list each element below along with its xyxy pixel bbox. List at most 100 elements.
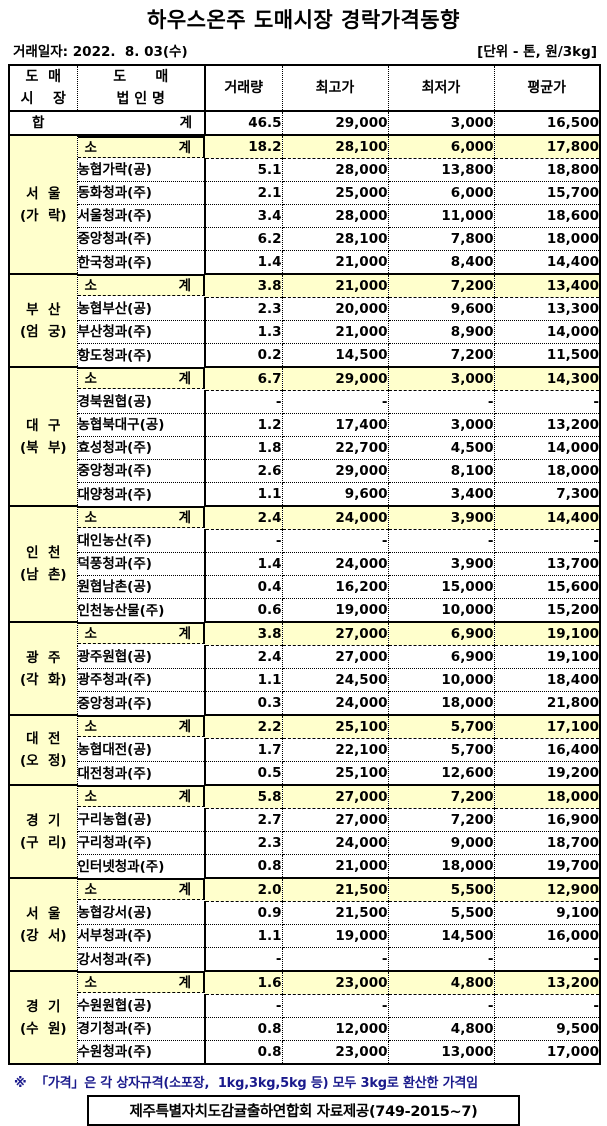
corporation-name: 효성청과(주) bbox=[77, 436, 206, 460]
cell-high: 21,000 bbox=[282, 854, 389, 878]
cell-low: 14,500 bbox=[388, 924, 495, 948]
subtotal-avg: 19,100 bbox=[494, 621, 600, 646]
cell-low: 3,900 bbox=[388, 552, 495, 576]
market-name-cell: 대 전 (오 정) bbox=[9, 714, 78, 786]
cell-avg: 18,800 bbox=[494, 158, 600, 182]
cell-low: 12,600 bbox=[388, 761, 495, 785]
corporation-name: 농협북대구(공) bbox=[77, 413, 206, 437]
cell-avg: 13,700 bbox=[494, 552, 600, 576]
corporation-name: 원협남촌(공) bbox=[77, 575, 206, 599]
grand-total-high: 29,000 bbox=[282, 111, 389, 136]
table-row: 덕풍청과(주) 1.4 24,000 3,900 13,700 bbox=[9, 552, 600, 576]
cell-low: 10,000 bbox=[388, 668, 495, 692]
table-row: 중앙청과(주) 0.3 24,000 18,000 21,800 bbox=[9, 691, 600, 715]
table-row: 부산청과(주) 1.3 21,000 8,900 14,000 bbox=[9, 320, 600, 344]
subtotal-high: 24,000 bbox=[282, 505, 389, 530]
corporation-name: 인천농산물(주) bbox=[77, 598, 206, 622]
subtotal-low: 4,800 bbox=[388, 970, 495, 995]
cell-volume: 1.7 bbox=[205, 738, 283, 762]
column-header-volume: 거래량 bbox=[205, 64, 283, 112]
subtotal-low: 6,000 bbox=[388, 134, 495, 159]
cell-volume: 2.6 bbox=[205, 459, 283, 483]
cell-avg: 19,700 bbox=[546, 858, 599, 874]
cell-avg: - bbox=[494, 390, 600, 414]
cell-high: 24,500 bbox=[282, 668, 389, 692]
cell-low: - bbox=[388, 947, 495, 971]
grand-total-label-left: 합 bbox=[9, 111, 77, 136]
cell-avg: 15,600 bbox=[494, 575, 600, 599]
subtotal-low: 3,000 bbox=[388, 366, 495, 391]
subtotal-high: 27,000 bbox=[282, 784, 389, 809]
subtotal-high: 21,000 bbox=[282, 273, 389, 298]
cell-avg: 16,000 bbox=[494, 924, 600, 948]
subtotal-avg: 14,300 bbox=[494, 366, 600, 391]
cell-volume: 1.4 bbox=[205, 552, 283, 576]
subtotal-high: 27,000 bbox=[282, 621, 389, 646]
corporation-name: 한국청과(주) bbox=[77, 250, 206, 274]
subtotal-volume: 2.4 bbox=[205, 505, 283, 530]
section-subtotal-row: 경 기 (수 원) 소 계 1.6 23,000 4,800 13,200 bbox=[9, 970, 600, 1065]
corporation-name: 대인농산(주) bbox=[77, 529, 206, 553]
market-name-cell: 부 산 (엄 궁) bbox=[9, 273, 78, 368]
table-row: 광주청과(주) 1.1 24,500 10,000 18,400 bbox=[9, 668, 600, 692]
cell-volume: 1.1 bbox=[205, 482, 283, 506]
corporation-name: 부산청과(주) bbox=[77, 320, 206, 344]
subtotal-low: 6,900 bbox=[388, 621, 495, 646]
corporation-name: 광주청과(주) bbox=[77, 668, 206, 692]
table-row: 농협부산(공) 2.3 20,000 9,600 13,300 bbox=[9, 297, 600, 321]
grand-total-avg: 16,500 bbox=[494, 111, 600, 136]
table-row: 경북원협(공) - - - - bbox=[9, 390, 600, 414]
cell-avg: 14,000 bbox=[494, 320, 600, 344]
cell-volume: 1.3 bbox=[205, 320, 283, 344]
cell-volume: 0.8 bbox=[205, 1017, 283, 1041]
cell-low: 3,400 bbox=[388, 482, 495, 506]
source-box-wrap: 제주특별자치도감귤출하연합회 자료제공(749-2015~7) bbox=[8, 1095, 599, 1126]
column-header-avg-price: 평균가 bbox=[494, 64, 600, 112]
corporation-name: 서울청과(주) bbox=[77, 204, 206, 228]
corporation-name: 구리청과(주) bbox=[77, 831, 206, 855]
subtotal-avg: 13,400 bbox=[494, 273, 600, 298]
cell-avg: 15,700 bbox=[494, 181, 600, 205]
cell-high: 19,000 bbox=[282, 598, 389, 622]
cell-low: 10,000 bbox=[388, 598, 495, 622]
section-subtotal-row: 대 전 (오 정) 소 계 2.2 25,100 5,700 17,100 bbox=[9, 714, 600, 786]
cell-volume: 0.4 bbox=[205, 575, 283, 599]
cell-low: 7,200 bbox=[388, 808, 495, 832]
section-subtotal-row: 광 주 (각 화) 소 계 3.8 27,000 6,900 19,100 bbox=[9, 621, 600, 716]
cell-high: 16,200 bbox=[282, 575, 389, 599]
subtotal-avg: 18,000 bbox=[494, 784, 600, 809]
table-row: 중앙청과(주) 6.2 28,100 7,800 18,000 bbox=[9, 227, 600, 251]
cell-high: 21,500 bbox=[282, 901, 389, 925]
cell-high: 22,100 bbox=[282, 738, 389, 762]
cell-high: 27,000 bbox=[282, 645, 389, 669]
cell-high: 28,000 bbox=[282, 158, 389, 182]
market-name-cell: 서 울 (가 락) bbox=[9, 134, 78, 275]
section-subtotal-row: 서 울 (가 락) 소 계 18.2 28,100 6,000 17,800 bbox=[9, 134, 600, 275]
cell-volume: 2.1 bbox=[205, 181, 283, 205]
cell-high: 25,100 bbox=[282, 761, 389, 785]
corporation-name: 덕풍청과(주) bbox=[77, 552, 206, 576]
cell-high: 24,000 bbox=[282, 691, 389, 715]
cell-volume: - bbox=[205, 390, 283, 414]
market-name-cell: 인 천 (남 촌) bbox=[9, 505, 78, 623]
corporation-name: 농협대전(공) bbox=[77, 738, 206, 762]
cell-avg: 13,200 bbox=[494, 413, 600, 437]
table-row: 서부청과(주) 1.1 19,000 14,500 16,000 bbox=[9, 924, 600, 948]
table-row: 강서청과(주) - - - - bbox=[9, 947, 600, 971]
cell-high: - bbox=[282, 994, 389, 1018]
cell-low: 18,000 bbox=[388, 691, 495, 715]
table-row: 대전청과(주) 0.5 25,100 12,600 19,200 bbox=[9, 761, 600, 785]
table-row: 구리청과(주) 2.3 24,000 9,000 18,700 bbox=[9, 831, 600, 855]
table-row: 한국청과(주) 1.4 21,000 8,400 14,400 bbox=[9, 250, 600, 274]
corporation-name: 수원청과(주) bbox=[77, 1040, 206, 1064]
cell-low: 8,900 bbox=[388, 320, 495, 344]
section-subtotal-row: 서 울 (강 서) 소 계 2.0 21,500 5,500 12,900 bbox=[9, 877, 600, 972]
cell-high: 28,100 bbox=[282, 227, 389, 251]
section-subtotal-row: 부 산 (엄 궁) 소 계 3.8 21,000 7,200 13,400 bbox=[9, 273, 600, 368]
subtotal-volume: 3.8 bbox=[205, 273, 283, 298]
